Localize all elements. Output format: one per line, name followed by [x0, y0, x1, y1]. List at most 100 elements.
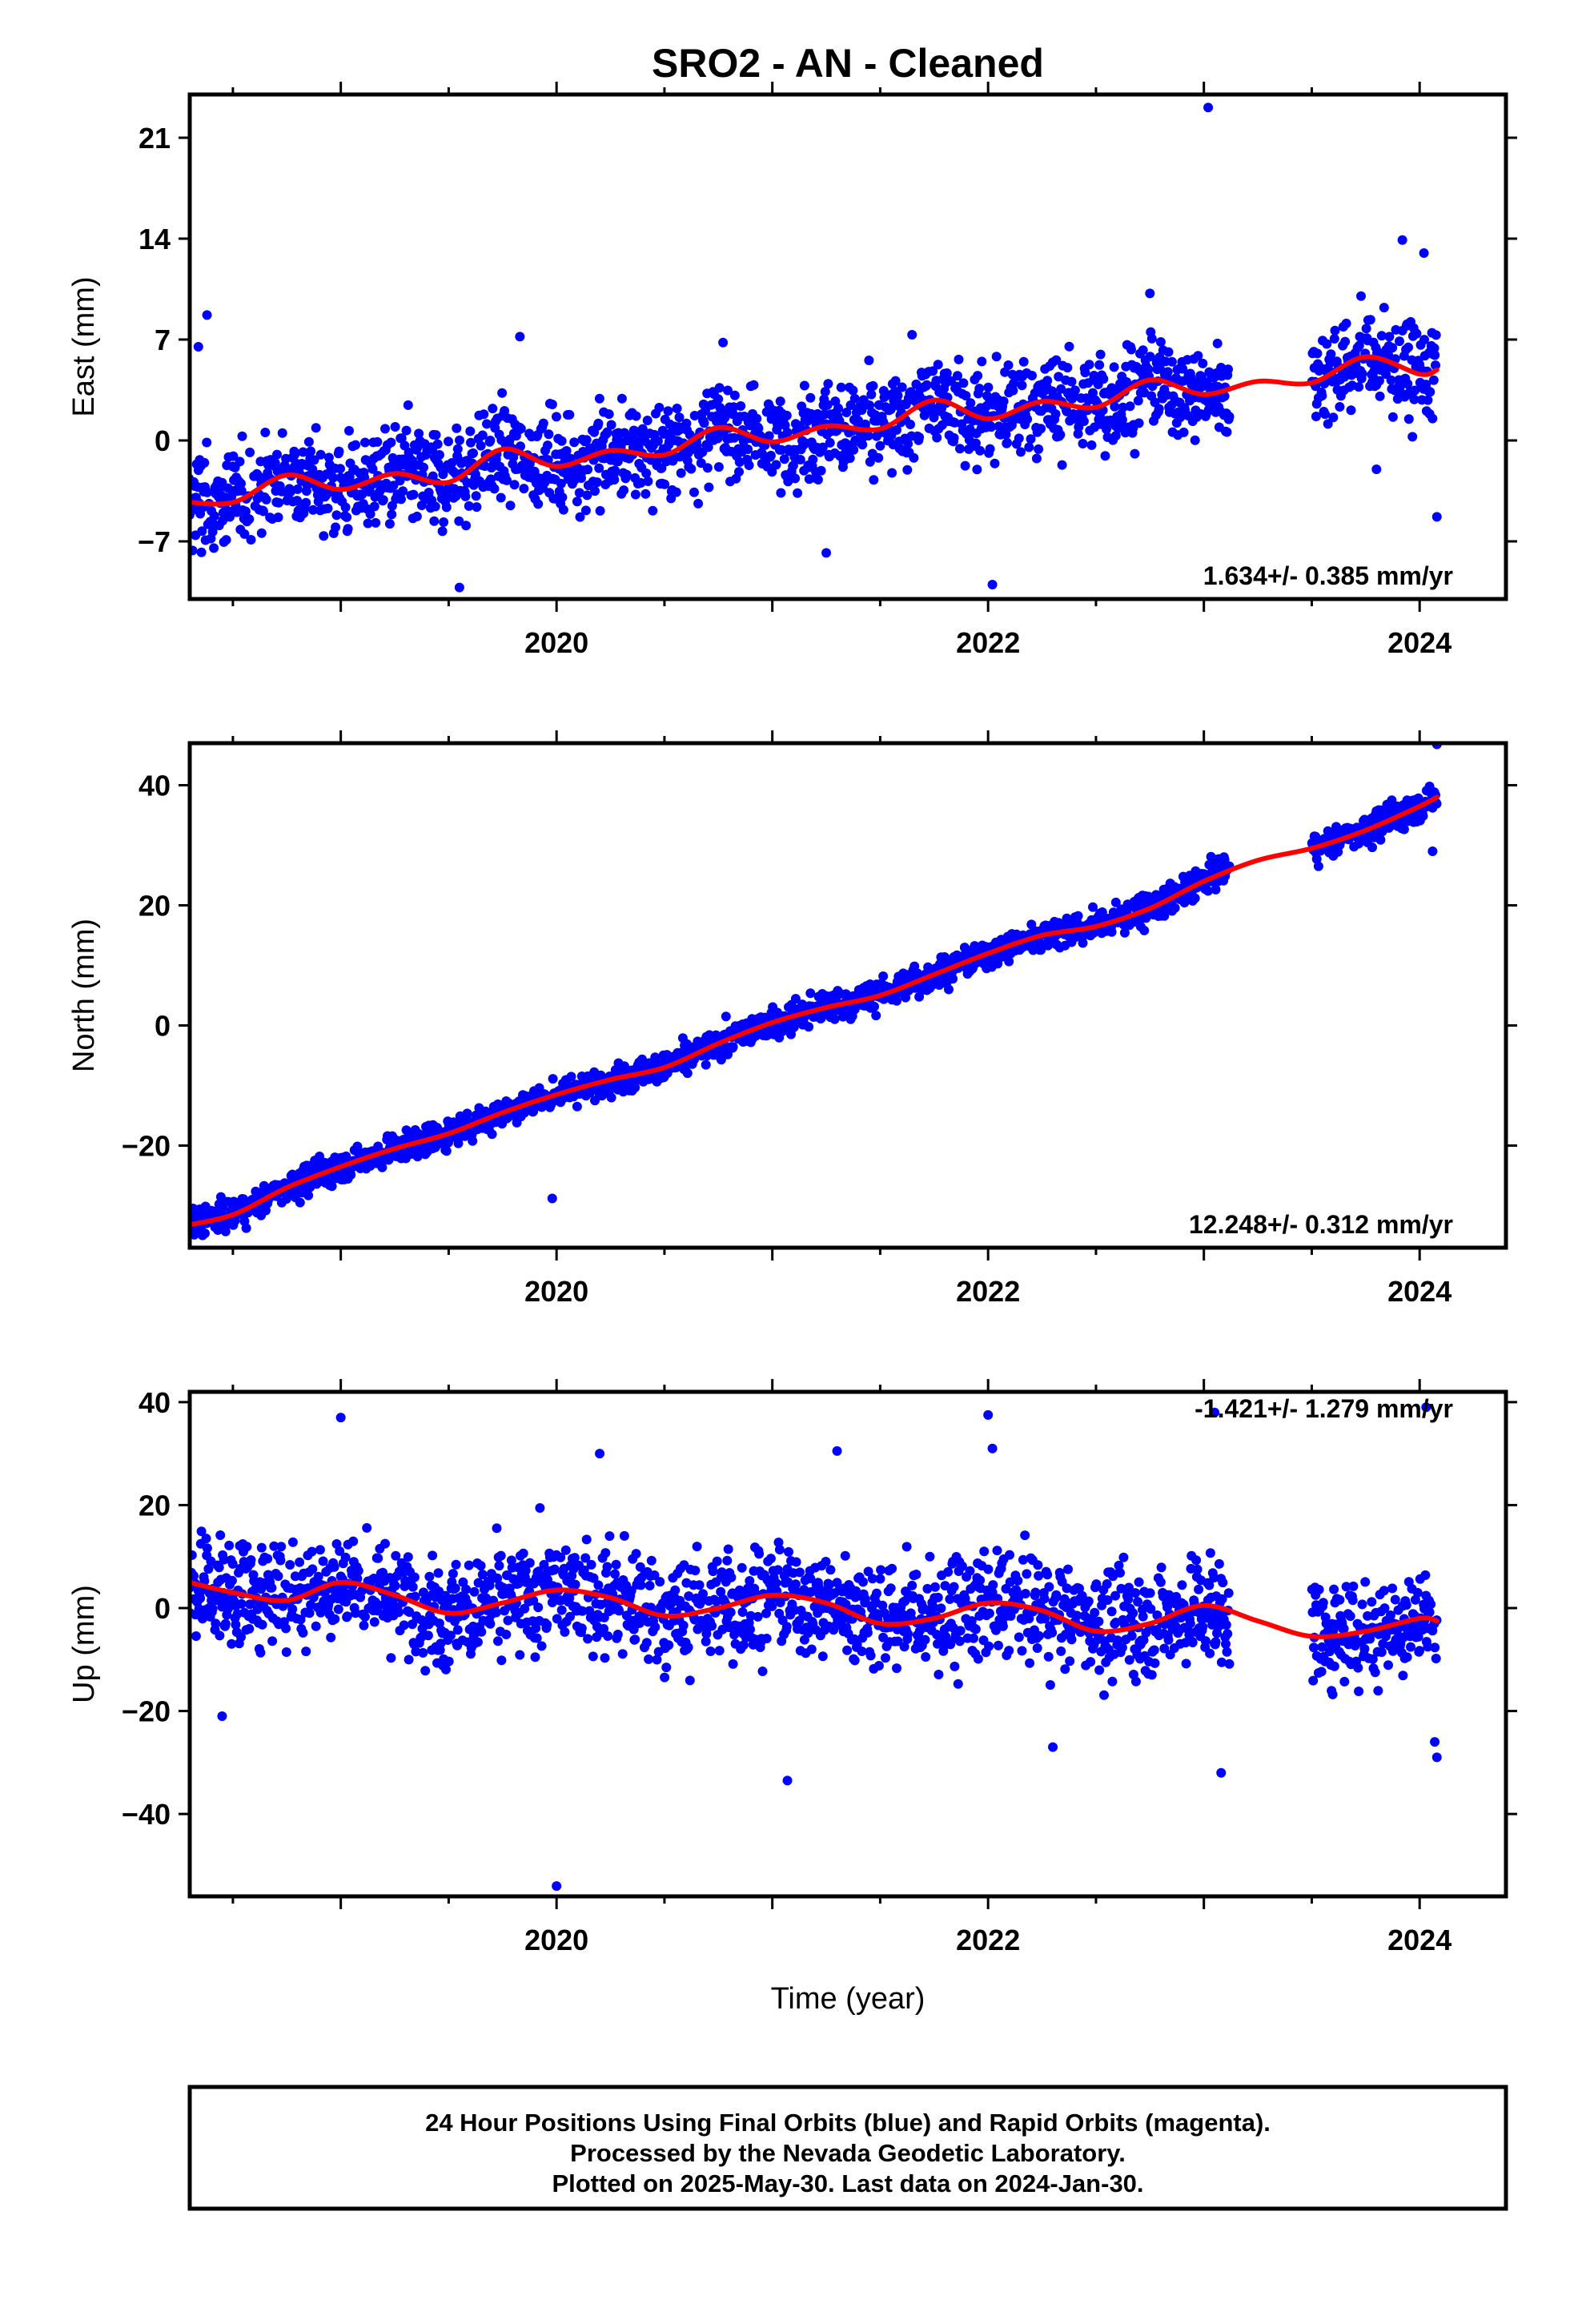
data-point: [572, 497, 582, 507]
data-point: [1340, 336, 1351, 347]
data-point: [542, 1619, 552, 1630]
data-point: [661, 1663, 672, 1673]
data-point: [969, 1633, 978, 1643]
data-point: [652, 436, 663, 446]
data-point: [477, 430, 488, 440]
data-point: [544, 429, 554, 440]
data-point: [588, 1651, 598, 1662]
data-point: [179, 512, 188, 521]
data-point: [983, 382, 994, 392]
data-point: [1089, 371, 1099, 380]
data-point: [612, 456, 623, 467]
data-point: [619, 485, 629, 496]
data-point: [1212, 338, 1223, 348]
data-point: [1008, 385, 1018, 396]
data-point: [394, 1607, 404, 1618]
data-point: [862, 1627, 873, 1638]
data-point: [799, 380, 809, 391]
data-point: [920, 1634, 930, 1645]
data-point: [789, 1022, 799, 1032]
data-point: [617, 1649, 628, 1659]
data-point: [454, 516, 464, 526]
data-point: [1017, 1646, 1027, 1656]
data-point: [516, 424, 526, 434]
y-tick-label: 20: [139, 890, 171, 923]
data-point: [1062, 913, 1072, 923]
data-point: [1018, 1554, 1028, 1565]
data-point: [557, 493, 568, 502]
data-point: [793, 488, 803, 498]
data-point: [334, 446, 344, 456]
data-point: [1313, 861, 1323, 871]
data-point: [779, 454, 789, 464]
data-point: [725, 1607, 736, 1618]
data-point: [273, 513, 283, 522]
data-point: [287, 1604, 298, 1614]
data-point: [986, 422, 997, 432]
data-point: [227, 1575, 237, 1586]
data-point: [933, 360, 943, 370]
data-point: [1042, 1570, 1053, 1580]
data-point: [295, 1557, 305, 1567]
data-point: [535, 1503, 545, 1513]
data-point: [342, 512, 352, 522]
data-point: [873, 1661, 884, 1671]
outlier-point: [193, 342, 203, 352]
data-point: [485, 1618, 496, 1629]
data-point: [885, 404, 896, 415]
data-point: [1102, 424, 1111, 434]
data-point: [496, 493, 506, 503]
data-point: [887, 1563, 897, 1574]
data-point: [991, 1625, 1001, 1635]
data-point: [875, 1574, 885, 1584]
data-point: [380, 1538, 390, 1549]
data-point: [805, 988, 816, 999]
outlier-point: [454, 582, 464, 593]
data-point: [1335, 402, 1345, 412]
data-point: [586, 1559, 596, 1570]
data-point: [921, 380, 932, 390]
data-point: [775, 396, 785, 407]
data-point: [858, 1577, 868, 1587]
data-point: [594, 463, 604, 473]
data-point: [1374, 376, 1384, 386]
data-point: [678, 1620, 689, 1630]
data-point: [714, 383, 725, 393]
data-point: [865, 1651, 876, 1661]
data-point: [1311, 412, 1321, 421]
data-point: [570, 1579, 580, 1590]
data-point: [552, 412, 561, 422]
data-point: [934, 1670, 944, 1679]
data-point: [1403, 379, 1413, 389]
data-point: [690, 1566, 701, 1576]
data-point: [610, 465, 620, 476]
data-point: [1100, 451, 1110, 461]
data-point: [565, 1611, 575, 1622]
data-point: [726, 1572, 737, 1582]
data-point: [636, 477, 646, 488]
data-point: [441, 1146, 452, 1156]
data-point: [362, 1522, 372, 1533]
data-point: [292, 496, 303, 506]
data-point: [777, 444, 787, 455]
data-point: [298, 447, 308, 457]
data-point: [897, 382, 907, 392]
data-point: [849, 393, 860, 404]
data-point: [335, 464, 345, 474]
data-point: [745, 1576, 755, 1586]
data-point: [1054, 372, 1064, 382]
data-point: [852, 1639, 862, 1650]
data-point: [1134, 418, 1144, 428]
y-tick-label: 14: [139, 223, 171, 255]
y-tick-label: 20: [139, 1489, 171, 1522]
data-point: [630, 489, 640, 500]
data-point: [599, 1623, 609, 1634]
data-point: [773, 1565, 783, 1575]
data-point: [949, 1582, 959, 1592]
data-point: [1110, 431, 1121, 441]
y-tick-label: −40: [122, 1798, 171, 1831]
data-point: [572, 1101, 582, 1112]
data-point: [752, 413, 762, 424]
x-tick-label: 2022: [956, 626, 1020, 659]
data-point: [390, 422, 400, 432]
